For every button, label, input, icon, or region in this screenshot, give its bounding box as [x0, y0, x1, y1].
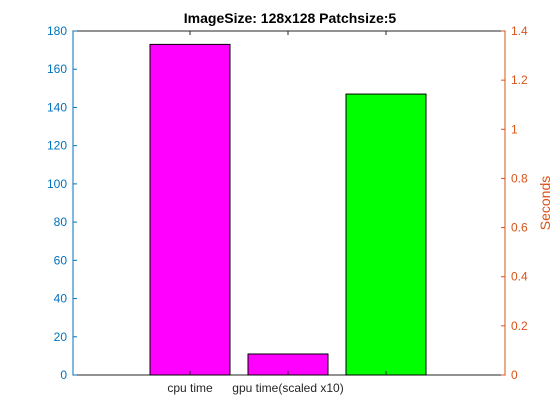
- left-tick-label: 80: [54, 215, 68, 229]
- right-tick-label: 1.4: [511, 24, 528, 38]
- bar-1: [149, 43, 231, 376]
- x-tick-label: cpu time: [167, 381, 213, 395]
- left-tick-label: 100: [47, 177, 67, 191]
- right-tick-label: 0.8: [511, 171, 528, 185]
- left-tick-label: 140: [47, 100, 67, 114]
- bar-3: [345, 93, 427, 376]
- right-tick-label: 0.2: [511, 319, 528, 333]
- x-tick-label: gpu time(scaled x10): [232, 381, 343, 395]
- right-tick-label: 0: [511, 368, 518, 382]
- right-tick-label: 1: [511, 122, 518, 136]
- left-y-axis: 0 20 40 60 80 100 120 140 160 180: [47, 24, 77, 382]
- right-y-axis-label: Seconds: [537, 176, 553, 230]
- right-tick-label: 0.4: [511, 270, 528, 284]
- right-tick-label: 1.2: [511, 73, 528, 87]
- left-tick-label: 40: [54, 292, 68, 306]
- left-tick-label: 20: [54, 330, 68, 344]
- left-tick-label: 0: [60, 368, 67, 382]
- left-tick-label: 160: [47, 62, 67, 76]
- chart-title: ImageSize: 128x128 Patchsize:5: [184, 10, 397, 26]
- x-axis: cpu time gpu time(scaled x10): [167, 31, 387, 395]
- left-tick-label: 180: [47, 24, 67, 38]
- left-tick-label: 120: [47, 139, 67, 153]
- bars: [149, 43, 427, 376]
- right-tick-label: 0.6: [511, 221, 528, 235]
- right-y-axis: 0 0.2 0.4 0.6 0.8 1 1.2 1.4: [501, 24, 528, 382]
- plot-area: [72, 30, 506, 376]
- left-tick-label: 60: [54, 253, 68, 267]
